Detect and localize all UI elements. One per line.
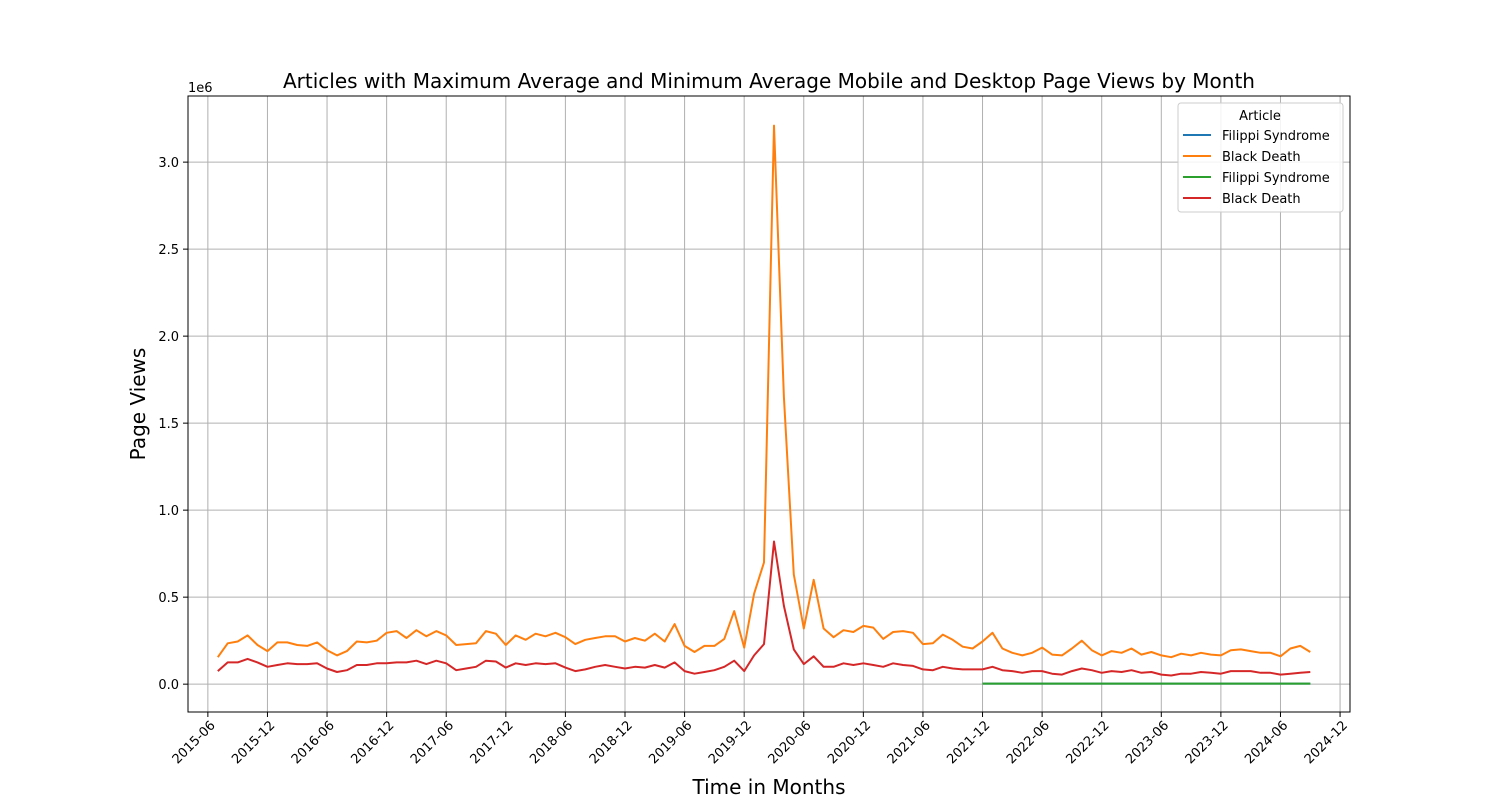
- x-tick-label: 2016-12: [348, 718, 397, 767]
- y-tick-label: 3.0: [158, 156, 179, 171]
- x-tick-label: 2021-06: [885, 718, 934, 767]
- series-line-3: [217, 540, 1311, 677]
- y-axis-ticks: 0.0 0.5 1.0 1.5 2.0 2.5 3.0: [158, 156, 188, 693]
- y-tick-label: 0.5: [158, 591, 179, 606]
- legend-label-2: Filippi Syndrome: [1222, 171, 1330, 186]
- legend-items: Filippi Syndrome Black Death Filippi Syndr…: [1183, 129, 1330, 207]
- x-tick-label: 2020-12: [825, 718, 874, 767]
- x-tick-label: 2015-06: [170, 718, 219, 767]
- x-axis-title: Time in Months: [692, 775, 846, 799]
- y-tick-label: 1.5: [158, 417, 179, 432]
- legend-label-3: Black Death: [1222, 192, 1301, 207]
- x-tick-label: 2015-12: [229, 718, 278, 767]
- x-tick-label: 2023-12: [1183, 718, 1232, 767]
- legend-label-0: Filippi Syndrome: [1222, 129, 1330, 144]
- grid: [188, 96, 1350, 712]
- y-tick-label: 0.0: [158, 678, 179, 693]
- y-tick-label: 2.0: [158, 330, 179, 345]
- x-tick-label: 2021-12: [944, 718, 993, 767]
- x-tick-label: 2018-06: [527, 718, 576, 767]
- y-offset-label: 1e6: [188, 81, 213, 96]
- x-tick-label: 2018-12: [587, 718, 636, 767]
- x-tick-label: 2017-12: [468, 718, 517, 767]
- x-tick-label: 2016-06: [289, 718, 338, 767]
- x-tick-label: 2024-06: [1242, 718, 1291, 767]
- x-tick-label: 2022-06: [1004, 718, 1053, 767]
- series-line-1: [216, 124, 1311, 659]
- x-axis-ticks: 2015-06 2015-12 2016-06 2016-12 2017-06 2017-…: [170, 712, 1351, 767]
- x-tick-label: 2019-06: [646, 718, 695, 767]
- x-tick-label: 2023-06: [1123, 718, 1172, 767]
- y-tick-label: 1.0: [158, 504, 179, 519]
- legend-title: Article: [1239, 109, 1281, 124]
- y-axis-title: Page Views: [126, 348, 150, 461]
- legend-box: [1177, 102, 1344, 213]
- x-tick-label: 2019-12: [706, 718, 755, 767]
- y-tick-label: 2.5: [158, 243, 179, 258]
- x-tick-label: 2024-12: [1302, 718, 1351, 767]
- x-tick-label: 2020-06: [766, 718, 815, 767]
- series-lines: [216, 124, 1311, 685]
- x-tick-label: 2022-12: [1064, 718, 1113, 767]
- x-tick-label: 2017-06: [408, 718, 457, 767]
- legend-label-1: Black Death: [1222, 150, 1301, 165]
- plot-frame: [187, 95, 1351, 713]
- chart-title: Articles with Maximum Average and Minimu…: [283, 69, 1255, 93]
